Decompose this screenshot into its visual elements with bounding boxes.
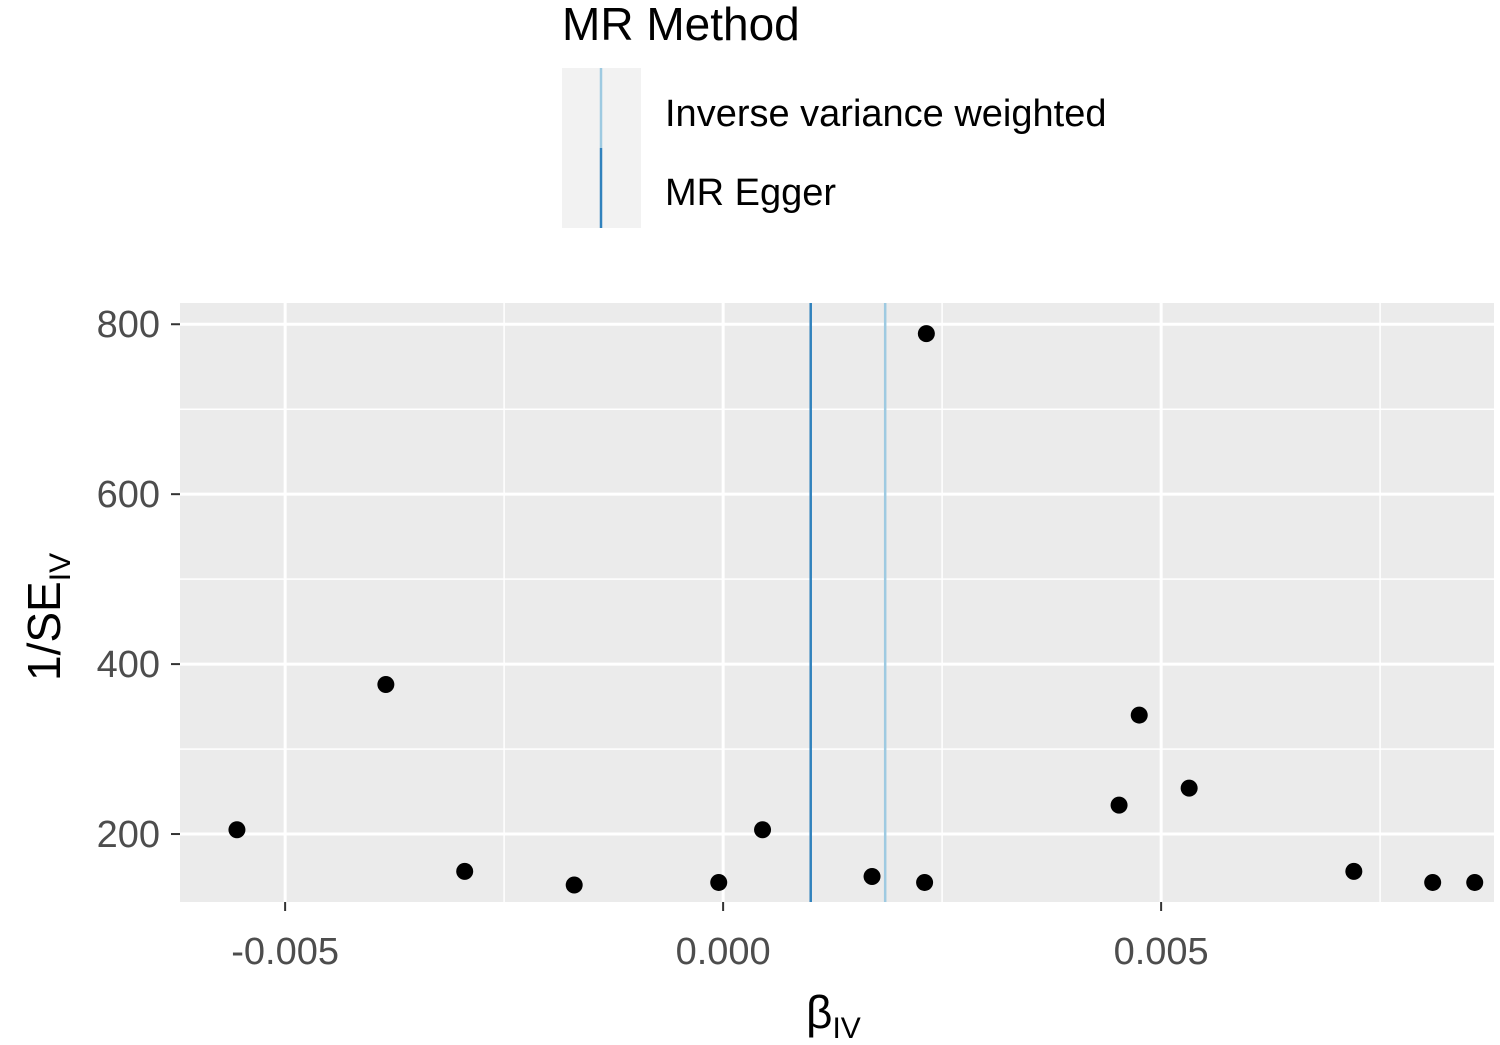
- data-point: [1345, 862, 1363, 880]
- y-axis-title-main: SE: [18, 581, 70, 642]
- plot-panel: [180, 303, 1494, 902]
- x-tick-label: 0.005: [1114, 931, 1209, 973]
- legend-title: MR Method: [562, 0, 800, 50]
- data-point: [456, 862, 474, 880]
- y-axis-title: 1/SEIV: [18, 553, 77, 681]
- x-axis-title: βIV: [806, 986, 861, 1045]
- data-point: [1110, 796, 1128, 814]
- y-axis: 200 400 600 800: [97, 304, 180, 856]
- data-point: [917, 325, 935, 343]
- y-tick-label: 200: [97, 814, 160, 856]
- legend-label-ivw: Inverse variance weighted: [665, 93, 1106, 135]
- legend: MR Method Inverse variance weighted MR E…: [562, 0, 1106, 228]
- y-axis-title-slash: /: [18, 642, 70, 655]
- data-point: [1466, 873, 1484, 891]
- legend-label-egger: MR Egger: [665, 172, 836, 214]
- y-tick-label: 600: [97, 474, 160, 516]
- x-axis-title-sub: IV: [832, 1012, 860, 1045]
- grid-major: [180, 303, 1494, 902]
- data-point: [1424, 873, 1442, 891]
- y-axis-title-prefix: 1: [18, 655, 70, 681]
- x-tick-label: 0.000: [676, 931, 771, 973]
- y-tick-label: 400: [97, 644, 160, 686]
- method-lines: [809, 303, 887, 902]
- data-point: [863, 868, 881, 886]
- y-tick-label: 800: [97, 304, 160, 346]
- data-points: [228, 325, 1484, 894]
- x-axis-title-main: β: [806, 986, 832, 1038]
- data-point: [1130, 706, 1148, 724]
- data-point: [565, 876, 583, 894]
- data-point: [710, 873, 728, 891]
- data-point: [1180, 779, 1198, 797]
- x-tick-label: -0.005: [231, 931, 339, 973]
- x-axis: -0.005 0.000 0.005: [231, 902, 1209, 973]
- grid-minor: [180, 303, 1494, 902]
- data-point: [754, 821, 772, 839]
- data-point: [916, 873, 934, 891]
- data-point: [228, 821, 246, 839]
- y-axis-title-sub: IV: [44, 553, 77, 581]
- data-point: [377, 675, 395, 693]
